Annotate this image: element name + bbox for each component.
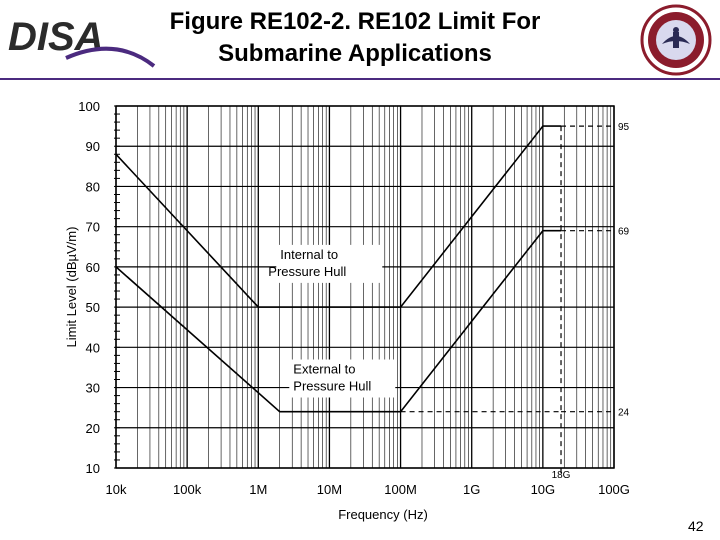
y-tick-label: 10: [86, 461, 100, 476]
x-tick-label: 1G: [463, 482, 480, 497]
y-tick-label: 70: [86, 220, 100, 235]
chart-plot: [115, 125, 614, 474]
disa-logo: DISA: [8, 15, 156, 68]
title-line-1: Figure RE102-2. RE102 Limit For: [169, 8, 541, 35]
x-tick-label: 100G: [598, 482, 630, 497]
slide-title: Figure RE102-2. RE102 Limit For Submarin…: [150, 6, 560, 70]
chart-grid: [114, 105, 615, 469]
x-tick-label: 100k: [173, 482, 202, 497]
x-tick-label: 10k: [106, 482, 127, 497]
title-line-2: Submarine Applications: [218, 40, 492, 67]
plot-frame: [115, 105, 615, 469]
annotation-18G: 18G: [552, 470, 571, 481]
y-tick-label: 100: [78, 99, 100, 114]
y-tick-label: 80: [86, 179, 100, 194]
page-number: 42: [688, 518, 704, 534]
y-tick-label: 40: [86, 340, 100, 355]
series-label-external-line2: Pressure Hull: [293, 379, 371, 394]
series-label-internal: Internal to: [280, 247, 338, 262]
y-tick-label: 30: [86, 381, 100, 396]
y-tick-label: 20: [86, 421, 100, 436]
series-line-external: [115, 229, 561, 413]
y-axis-title: Limit Level (dBµV/m): [64, 227, 79, 348]
annotation-24: 24: [618, 408, 630, 419]
series-label-internal-line2: Pressure Hull: [268, 264, 346, 279]
series-label-bg: [276, 244, 383, 283]
x-axis-title: Frequency (Hz): [338, 507, 428, 522]
series-line-internal: [115, 125, 561, 308]
y-tick-label: 50: [86, 300, 100, 315]
dod-seal-icon: [640, 4, 712, 76]
x-tick-label: 10M: [317, 482, 342, 497]
x-tick-label: 100M: [384, 482, 417, 497]
re102-limit-chart: 10k 100k 1M 10M 100M 1G 10G 100G 10 20 30 40 50 60 70 8…: [64, 99, 630, 522]
annotation-95: 95: [618, 122, 630, 133]
annotation-69: 69: [618, 227, 630, 238]
header-divider: [0, 78, 720, 80]
chart-labels: 10k 100k 1M 10M 100M 1G 10G 100G 10 20 30 40 50 60 70 8…: [64, 99, 630, 522]
series-label-bg: [289, 359, 396, 398]
series-label-external: External to: [293, 362, 355, 377]
y-tick-label: 60: [86, 260, 100, 275]
y-tick-label: 90: [86, 139, 100, 154]
slide-header: DISA Figure RE102-2. RE102 Limit For Sub…: [0, 0, 720, 82]
x-tick-label: 10G: [531, 482, 556, 497]
x-tick-label: 1M: [249, 482, 267, 497]
